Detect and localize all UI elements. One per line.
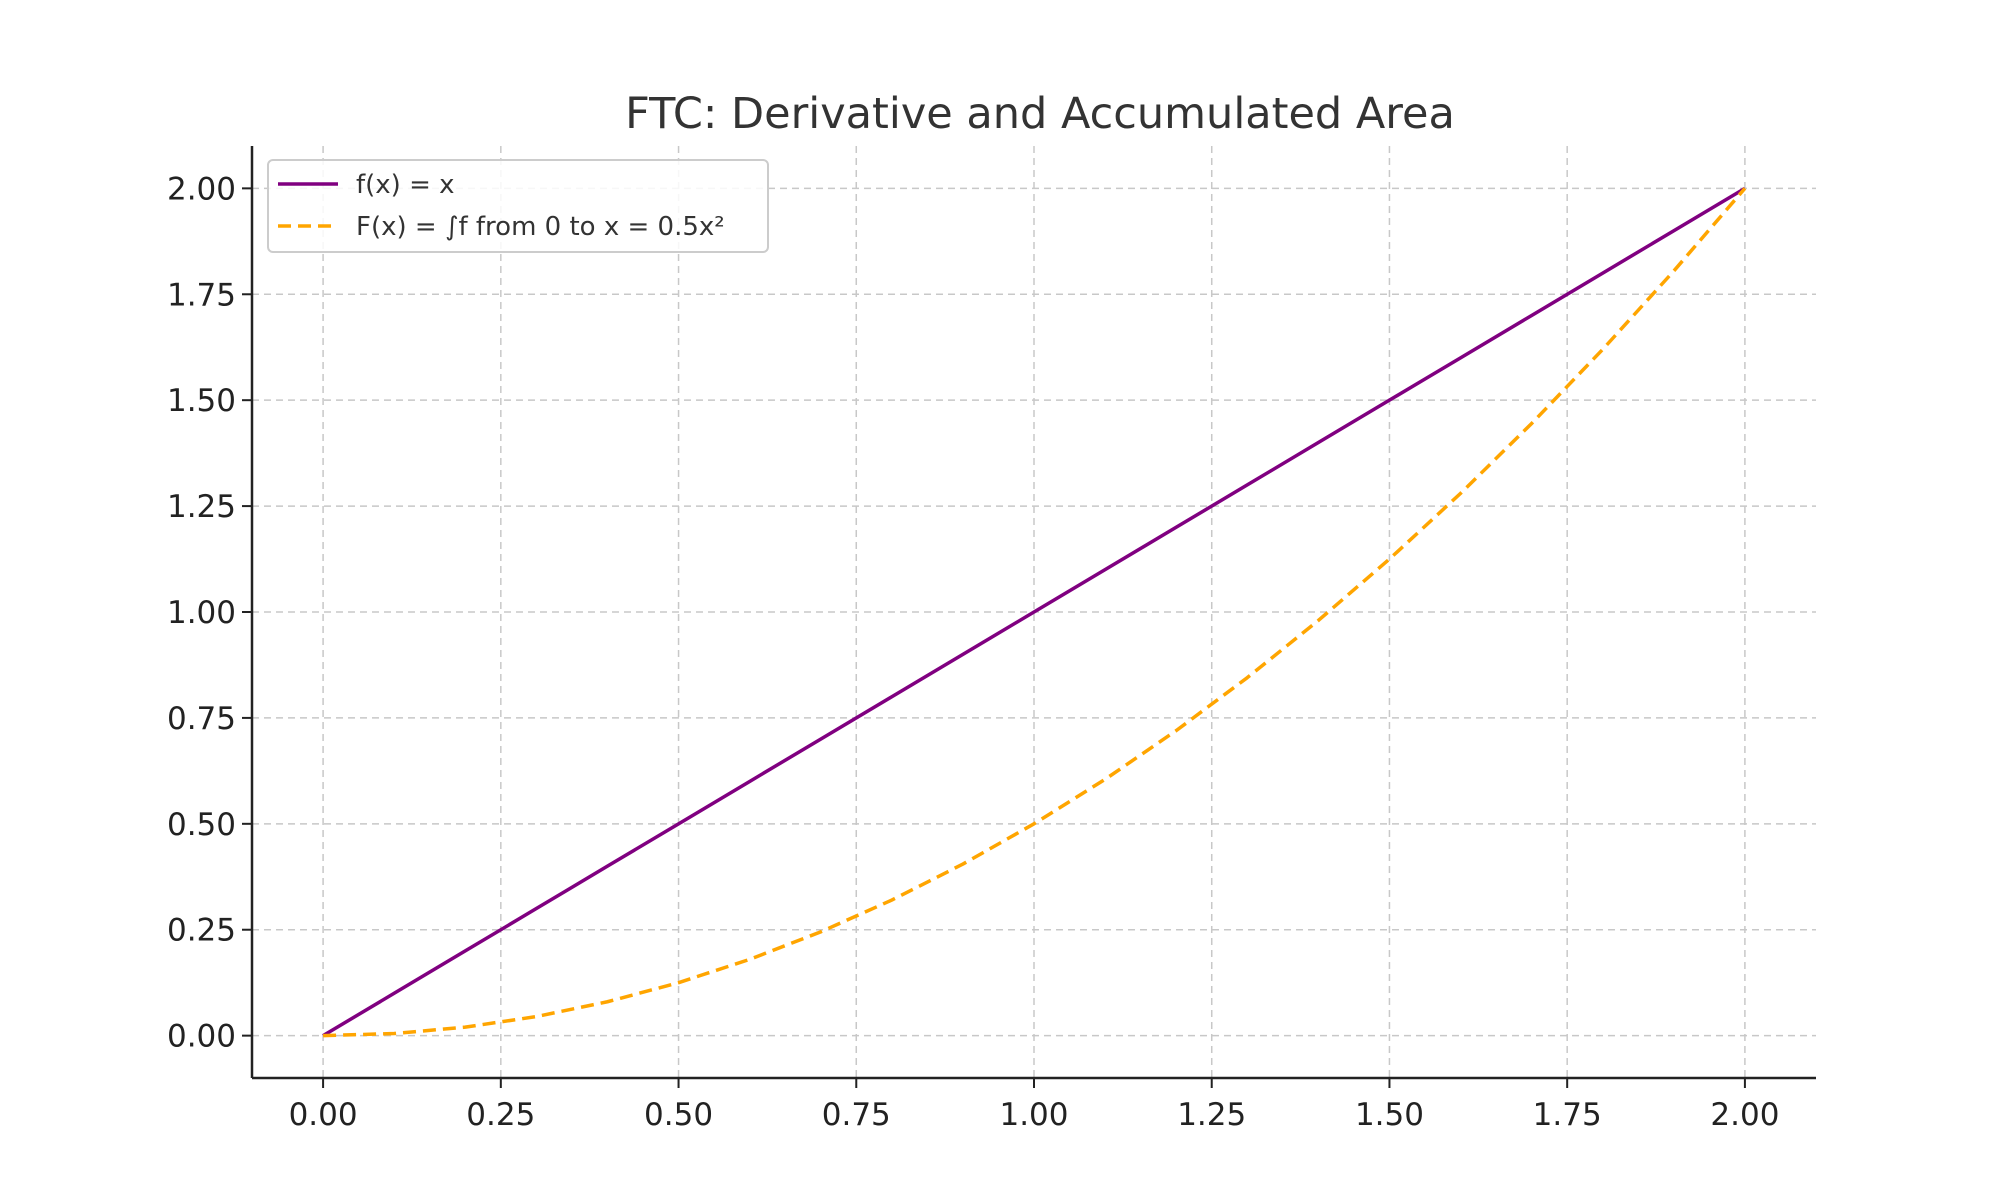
x-tick-label: 1.25 [1177, 1097, 1246, 1133]
series-group [322, 186, 1747, 1038]
y-tick-label: 1.75 [167, 277, 236, 313]
chart-title: FTC: Derivative and Accumulated Area [625, 89, 1455, 139]
series-line-f [322, 186, 1746, 1038]
x-tick-label: 0.25 [466, 1097, 535, 1133]
x-tick-label: 2.00 [1710, 1097, 1779, 1133]
legend-box [267, 159, 769, 253]
x-tick-label: 1.00 [999, 1097, 1068, 1133]
x-tick-label: 0.75 [822, 1097, 891, 1133]
y-tick-label: 0.50 [167, 807, 236, 843]
legend-label: f(x) = x [356, 170, 455, 200]
y-tick-label: 1.50 [167, 383, 236, 419]
y-tick-label: 1.00 [167, 595, 236, 631]
axes: 0.00 0.25 0.50 0.75 1.00 1.25 1.50 1.75 2.00 0.00… [167, 146, 1816, 1133]
y-tick-label: 0.25 [167, 913, 236, 949]
y-tick-label: 0.00 [167, 1019, 236, 1055]
legend: f(x) = x F(x) = ∫f from 0 to x = 0.5x² [267, 159, 769, 253]
y-tick-label: 1.25 [167, 489, 236, 525]
x-tick-label: 0.50 [644, 1097, 713, 1133]
x-tick-label: 1.75 [1533, 1097, 1602, 1133]
legend-label: F(x) = ∫f from 0 to x = 0.5x² [356, 212, 725, 242]
x-tick-label: 0.00 [289, 1097, 358, 1133]
x-tick-label: 1.50 [1355, 1097, 1424, 1133]
y-tick-label: 0.75 [167, 701, 236, 737]
series-line-F [323, 187, 1747, 1038]
y-tick-label: 2.00 [167, 171, 236, 207]
